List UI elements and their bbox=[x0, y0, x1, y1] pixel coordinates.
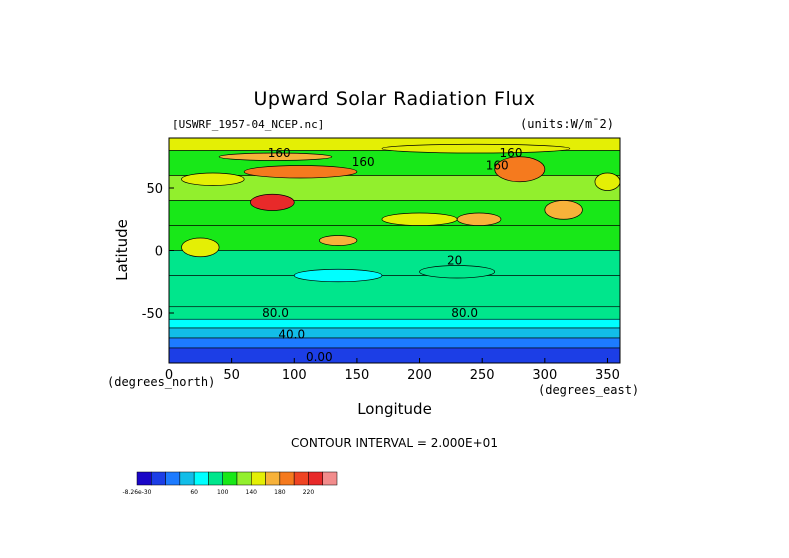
contour-label: 160 bbox=[268, 146, 291, 160]
heatmap-layer bbox=[168, 137, 621, 364]
colorbar-swatch bbox=[179, 471, 195, 486]
flux-region bbox=[181, 237, 220, 258]
y-tick-label: 50 bbox=[146, 182, 163, 197]
colorbar-swatch bbox=[222, 471, 238, 486]
colorbar-swatch bbox=[293, 471, 309, 486]
chart-title: Upward Solar Radiation Flux bbox=[253, 88, 536, 110]
lat-band bbox=[168, 318, 621, 329]
colorbar-label: -8.26e-30 bbox=[122, 489, 151, 496]
x-tick-label: 0 bbox=[165, 368, 173, 383]
lat-band bbox=[168, 306, 621, 320]
colorbar-swatch bbox=[308, 471, 323, 486]
colorbar-label: 140 bbox=[246, 489, 258, 496]
colorbar-swatch bbox=[236, 471, 252, 486]
colorbar-swatch bbox=[136, 471, 152, 486]
y-tick-label: -50 bbox=[142, 307, 163, 322]
lat-band bbox=[168, 250, 621, 276]
colorbar-swatch bbox=[279, 471, 295, 486]
colorbar-label: 100 bbox=[217, 489, 229, 496]
colorbar-swatch bbox=[322, 471, 338, 486]
colorbar-label: 220 bbox=[303, 489, 315, 496]
contour-label: 160 bbox=[500, 146, 523, 160]
lat-band bbox=[168, 275, 621, 308]
colorbar-label: 180 bbox=[274, 489, 286, 496]
file-label: [USWRF_1957-04_NCEP.nc] bbox=[172, 118, 325, 131]
contour-label: 80.0 bbox=[262, 306, 289, 320]
flux-region bbox=[243, 165, 358, 179]
flux-region bbox=[381, 212, 458, 226]
flux-region bbox=[181, 172, 245, 186]
units-label: (units:W/m¯2) bbox=[520, 117, 614, 131]
flux-region bbox=[494, 156, 546, 183]
lat-band bbox=[168, 225, 621, 251]
y-ticks: 50 0 -50 bbox=[142, 182, 174, 322]
lat-band bbox=[168, 327, 621, 339]
x-tick-label: 250 bbox=[470, 368, 495, 383]
x-tick-label: 150 bbox=[345, 368, 370, 383]
lat-band bbox=[168, 175, 621, 201]
colorbar-swatch bbox=[151, 471, 166, 486]
flux-region bbox=[218, 152, 333, 161]
contour-interval-label: CONTOUR INTERVAL = 2.000E+01 bbox=[291, 436, 498, 450]
flux-region bbox=[456, 212, 502, 226]
x-tick-label: 100 bbox=[282, 368, 307, 383]
flux-region bbox=[318, 235, 358, 246]
contour-label: 160 bbox=[352, 155, 375, 169]
flux-region bbox=[419, 265, 496, 279]
flux-region bbox=[250, 193, 295, 211]
x-axis-label: Longitude bbox=[357, 400, 432, 418]
contour-label: 0.00 bbox=[306, 350, 333, 364]
flux-region bbox=[544, 200, 583, 220]
flux-region bbox=[381, 143, 571, 154]
lat-band bbox=[168, 337, 621, 349]
x-tick-label: 50 bbox=[223, 368, 240, 383]
contour-label: 40.0 bbox=[278, 327, 305, 341]
colorbar-label: 60 bbox=[190, 489, 198, 496]
contour-label: 160 bbox=[486, 159, 509, 173]
colorbar-swatch bbox=[193, 471, 209, 486]
x-unit-east-label: (degrees_east) bbox=[538, 383, 640, 397]
colorbar-swatch bbox=[251, 471, 266, 486]
x-unit-label: (degrees_north) bbox=[107, 375, 216, 389]
x-tick-label: 300 bbox=[532, 368, 557, 383]
colorbar-swatch bbox=[265, 471, 281, 486]
x-ticks: 0 50 100 150 200 250 300 350 bbox=[165, 358, 620, 383]
colorbar-swatch bbox=[208, 471, 223, 486]
flux-region bbox=[293, 268, 383, 283]
colorbar-swatch bbox=[165, 471, 181, 486]
x-tick-label: 350 bbox=[595, 368, 620, 383]
flux-region bbox=[594, 172, 621, 191]
contour-label: 80.0 bbox=[451, 306, 478, 320]
contour-label: 20 bbox=[447, 254, 462, 268]
lat-band bbox=[168, 347, 621, 364]
x-tick-label: 200 bbox=[407, 368, 432, 383]
y-tick-label: 0 bbox=[155, 245, 163, 260]
colorbar: -8.26e-30 60 100 140 180 220 bbox=[122, 471, 338, 496]
